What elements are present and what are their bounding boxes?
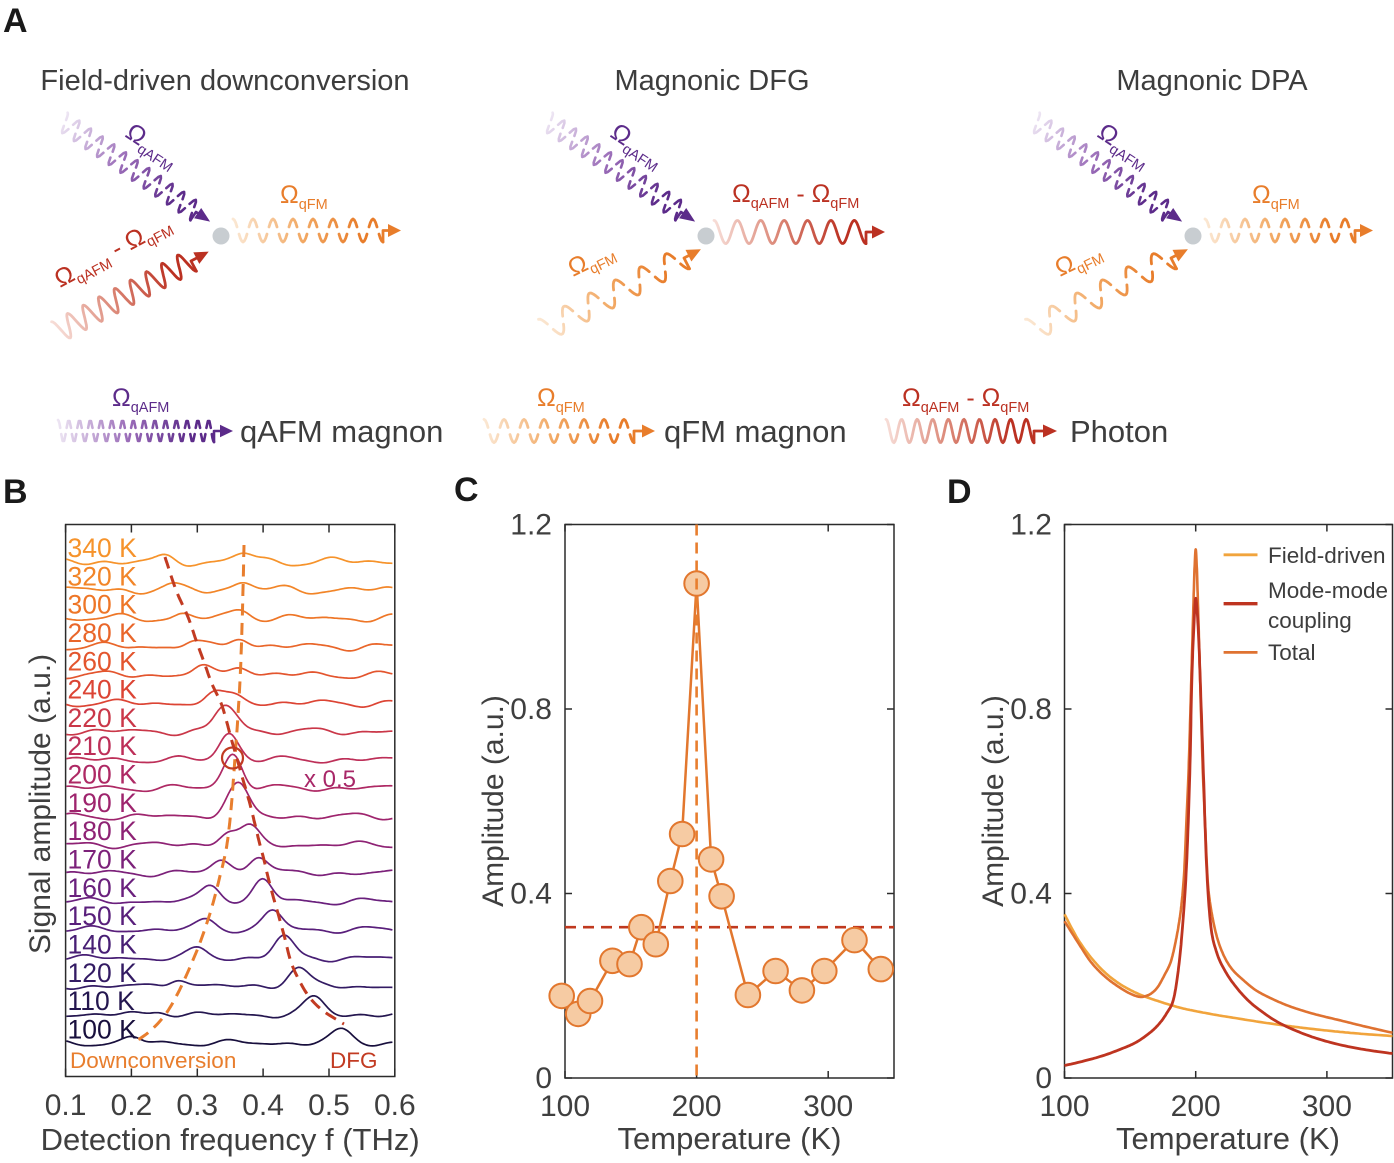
svg-text:0.6: 0.6 <box>374 1089 416 1122</box>
svg-text:300: 300 <box>1302 1090 1352 1123</box>
svg-text:ΩqAFM: ΩqAFM <box>112 384 169 416</box>
svg-text:190 K: 190 K <box>68 788 138 818</box>
svg-text:120 K: 120 K <box>68 958 138 988</box>
svg-text:Signal amplitude (a.u.): Signal amplitude (a.u.) <box>24 654 57 954</box>
svg-text:x 0.5: x 0.5 <box>304 766 356 793</box>
svg-text:0.2: 0.2 <box>111 1089 153 1122</box>
svg-text:ΩqFM: ΩqFM <box>1252 181 1300 213</box>
svg-text:qFM magnon: qFM magnon <box>664 414 847 449</box>
svg-text:100 K: 100 K <box>68 1014 138 1044</box>
svg-text:100: 100 <box>1039 1090 1089 1123</box>
svg-text:0.4: 0.4 <box>510 878 552 911</box>
svg-text:ΩqFM: ΩqFM <box>537 384 585 416</box>
svg-text:Magnonic DFG: Magnonic DFG <box>614 65 809 97</box>
svg-text:0.4: 0.4 <box>1010 878 1052 911</box>
svg-text:180 K: 180 K <box>68 816 138 846</box>
svg-text:200: 200 <box>672 1090 722 1123</box>
svg-text:110 K: 110 K <box>68 986 136 1016</box>
svg-text:210 K: 210 K <box>68 731 138 761</box>
svg-text:260 K: 260 K <box>68 646 138 676</box>
svg-text:Photon: Photon <box>1070 414 1168 449</box>
svg-text:300: 300 <box>803 1090 853 1123</box>
svg-text:C: C <box>454 471 479 509</box>
svg-text:Field-driven: Field-driven <box>1268 543 1386 568</box>
svg-text:160 K: 160 K <box>68 873 138 903</box>
svg-text:1.2: 1.2 <box>510 509 552 542</box>
svg-text:0: 0 <box>1035 1062 1052 1095</box>
svg-text:B: B <box>3 473 28 511</box>
svg-text:170 K: 170 K <box>68 845 138 875</box>
svg-text:200: 200 <box>1171 1090 1221 1123</box>
svg-text:A: A <box>3 2 28 40</box>
svg-text:Magnonic DPA: Magnonic DPA <box>1116 65 1308 97</box>
svg-text:0.1: 0.1 <box>45 1089 87 1122</box>
svg-text:Mode-mode: Mode-mode <box>1268 578 1388 603</box>
svg-text:qAFM magnon: qAFM magnon <box>240 414 443 449</box>
svg-text:200 K: 200 K <box>68 760 138 790</box>
svg-text:140 K: 140 K <box>68 929 138 959</box>
svg-text:150 K: 150 K <box>68 901 138 931</box>
svg-text:0.3: 0.3 <box>176 1089 218 1122</box>
svg-text:240 K: 240 K <box>68 675 138 705</box>
svg-text:1.2: 1.2 <box>1010 509 1052 542</box>
svg-text:ΩqAFM - ΩqFM: ΩqAFM - ΩqFM <box>902 384 1029 416</box>
svg-text:Amplitude (a.u.): Amplitude (a.u.) <box>977 695 1010 907</box>
svg-text:Detection frequency f (THz): Detection frequency f (THz) <box>41 1122 420 1157</box>
svg-text:100: 100 <box>540 1090 590 1123</box>
svg-text:ΩqFM: ΩqFM <box>280 181 328 213</box>
svg-text:Amplitude (a.u.): Amplitude (a.u.) <box>477 695 510 907</box>
svg-text:D: D <box>947 473 972 511</box>
svg-text:Field-driven downconversion: Field-driven downconversion <box>40 65 409 97</box>
svg-text:0: 0 <box>535 1062 552 1095</box>
svg-text:320 K: 320 K <box>68 561 138 591</box>
svg-text:DFG: DFG <box>330 1048 378 1073</box>
svg-text:Total: Total <box>1268 640 1316 665</box>
svg-text:300 K: 300 K <box>68 590 138 620</box>
svg-text:0.4: 0.4 <box>242 1089 284 1122</box>
svg-text:coupling: coupling <box>1268 608 1352 633</box>
svg-text:0.8: 0.8 <box>1010 693 1052 726</box>
svg-text:Downconversion: Downconversion <box>70 1048 236 1073</box>
svg-text:Temperature (K): Temperature (K) <box>618 1121 842 1156</box>
svg-text:220 K: 220 K <box>68 703 138 733</box>
svg-text:0.5: 0.5 <box>308 1089 350 1122</box>
svg-text:ΩqAFM - ΩqFM: ΩqAFM - ΩqFM <box>732 180 859 212</box>
svg-text:Temperature (K): Temperature (K) <box>1116 1121 1340 1156</box>
svg-text:0.8: 0.8 <box>510 693 552 726</box>
svg-text:280 K: 280 K <box>68 618 138 648</box>
svg-text:340 K: 340 K <box>68 533 138 563</box>
